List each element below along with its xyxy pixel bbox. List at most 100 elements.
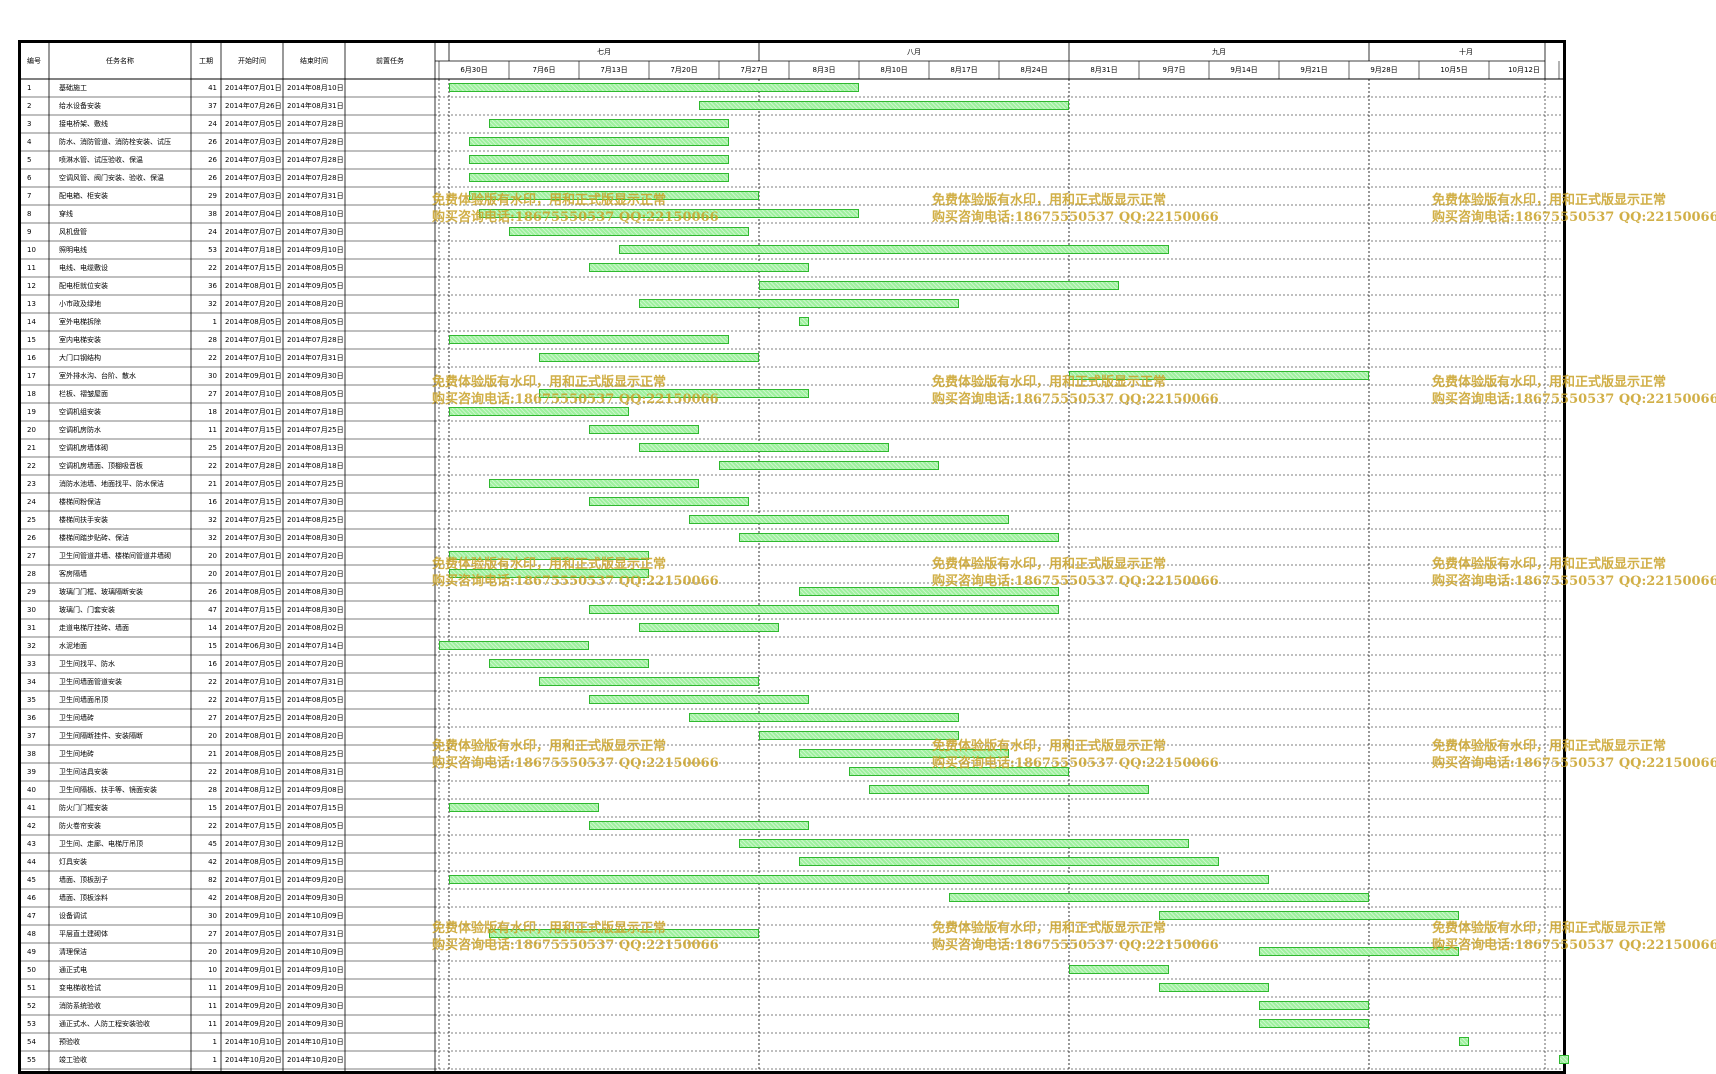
week-label: 8月17日 xyxy=(950,66,978,74)
task-duration: 26 xyxy=(208,138,217,146)
task-bar[interactable] xyxy=(799,317,809,326)
task-id: 31 xyxy=(27,624,36,632)
task-end: 2014年07月28日 xyxy=(287,156,344,164)
task-bar[interactable] xyxy=(799,587,1059,596)
task-name: 楼梯间扶手安装 xyxy=(59,516,108,524)
task-bar[interactable] xyxy=(449,803,599,812)
task-id: 37 xyxy=(27,732,36,740)
task-id: 19 xyxy=(27,408,36,416)
task-bar[interactable] xyxy=(759,731,959,740)
task-bar[interactable] xyxy=(1159,911,1459,920)
task-bar[interactable] xyxy=(1559,1055,1569,1064)
task-bar[interactable] xyxy=(689,515,1009,524)
task-bar[interactable] xyxy=(759,281,1119,290)
task-bar[interactable] xyxy=(949,893,1369,902)
task-bar[interactable] xyxy=(589,263,809,272)
task-name: 室外排水沟、台阶、散水 xyxy=(59,372,136,380)
task-bar[interactable] xyxy=(589,821,809,830)
task-bar[interactable] xyxy=(1259,947,1459,956)
task-start: 2014年09月01日 xyxy=(225,372,282,380)
month-label: 九月 xyxy=(1212,48,1226,56)
task-start: 2014年08月01日 xyxy=(225,282,282,290)
task-bar[interactable] xyxy=(449,551,649,560)
task-bar[interactable] xyxy=(639,443,889,452)
task-bar[interactable] xyxy=(509,227,749,236)
task-bar[interactable] xyxy=(1259,1001,1369,1010)
task-duration: 20 xyxy=(208,732,217,740)
task-bar[interactable] xyxy=(1459,1037,1469,1046)
task-id: 42 xyxy=(27,822,36,830)
task-name: 消防水池墙、地面找平、防水保洁 xyxy=(59,480,164,488)
task-id: 25 xyxy=(27,516,36,524)
task-bar[interactable] xyxy=(449,83,859,92)
task-duration: 42 xyxy=(208,858,217,866)
week-label: 9月14日 xyxy=(1230,66,1258,74)
task-start: 2014年07月05日 xyxy=(225,930,282,938)
task-bar[interactable] xyxy=(449,875,1269,884)
task-bar[interactable] xyxy=(639,299,959,308)
task-bar[interactable] xyxy=(799,749,1009,758)
task-end: 2014年08月31日 xyxy=(287,102,344,110)
task-start: 2014年09月01日 xyxy=(225,966,282,974)
task-name: 卫生间地砖 xyxy=(59,750,94,758)
col-start-header: 开始时间 xyxy=(238,57,266,65)
task-bar[interactable] xyxy=(489,659,649,668)
task-bar[interactable] xyxy=(589,605,1059,614)
task-bar[interactable] xyxy=(539,353,759,362)
task-bar[interactable] xyxy=(469,137,729,146)
task-duration: 22 xyxy=(208,462,217,470)
task-duration: 32 xyxy=(208,516,217,524)
task-bar[interactable] xyxy=(539,677,759,686)
task-duration: 22 xyxy=(208,354,217,362)
task-bar[interactable] xyxy=(489,929,759,938)
task-start: 2014年08月10日 xyxy=(225,768,282,776)
task-bar[interactable] xyxy=(1069,371,1369,380)
task-id: 55 xyxy=(27,1056,36,1064)
task-duration: 16 xyxy=(208,660,217,668)
task-start: 2014年07月18日 xyxy=(225,246,282,254)
task-bar[interactable] xyxy=(619,245,1169,254)
task-duration: 18 xyxy=(208,408,217,416)
task-bar[interactable] xyxy=(849,767,1069,776)
task-end: 2014年09月12日 xyxy=(287,840,344,848)
task-bar[interactable] xyxy=(589,497,749,506)
task-start: 2014年07月07日 xyxy=(225,228,282,236)
task-name: 消防系统验收 xyxy=(59,1002,101,1010)
task-bar[interactable] xyxy=(589,425,699,434)
task-bar[interactable] xyxy=(639,623,779,632)
task-bar[interactable] xyxy=(489,119,729,128)
task-duration: 45 xyxy=(208,840,217,848)
task-duration: 22 xyxy=(208,678,217,686)
task-end: 2014年07月15日 xyxy=(287,804,344,812)
task-bar[interactable] xyxy=(719,461,939,470)
task-bar[interactable] xyxy=(739,533,1059,542)
task-name: 楼梯间粉保洁 xyxy=(59,498,101,506)
task-bar[interactable] xyxy=(1259,1019,1369,1028)
task-bar[interactable] xyxy=(489,479,699,488)
task-bar[interactable] xyxy=(469,191,759,200)
task-bar[interactable] xyxy=(1069,965,1169,974)
task-bar[interactable] xyxy=(469,155,729,164)
task-id: 7 xyxy=(27,192,32,200)
task-bar[interactable] xyxy=(449,407,629,416)
task-bar[interactable] xyxy=(699,101,1069,110)
task-bar[interactable] xyxy=(469,173,729,182)
task-name: 卫生间隔断挂件、安装隔断 xyxy=(59,732,143,740)
task-id: 53 xyxy=(27,1020,36,1028)
task-start: 2014年08月05日 xyxy=(225,318,282,326)
task-bar[interactable] xyxy=(479,209,859,218)
task-id: 27 xyxy=(27,552,36,560)
task-bar[interactable] xyxy=(539,389,809,398)
task-bar[interactable] xyxy=(799,857,1219,866)
task-start: 2014年07月01日 xyxy=(225,84,282,92)
task-bar[interactable] xyxy=(869,785,1149,794)
task-bar[interactable] xyxy=(1159,983,1269,992)
task-bar[interactable] xyxy=(589,695,809,704)
task-bar[interactable] xyxy=(449,569,649,578)
task-end: 2014年08月30日 xyxy=(287,588,344,596)
task-bar[interactable] xyxy=(439,641,589,650)
task-bar[interactable] xyxy=(739,839,1189,848)
task-bar[interactable] xyxy=(449,335,729,344)
task-start: 2014年07月20日 xyxy=(225,444,282,452)
task-bar[interactable] xyxy=(689,713,959,722)
